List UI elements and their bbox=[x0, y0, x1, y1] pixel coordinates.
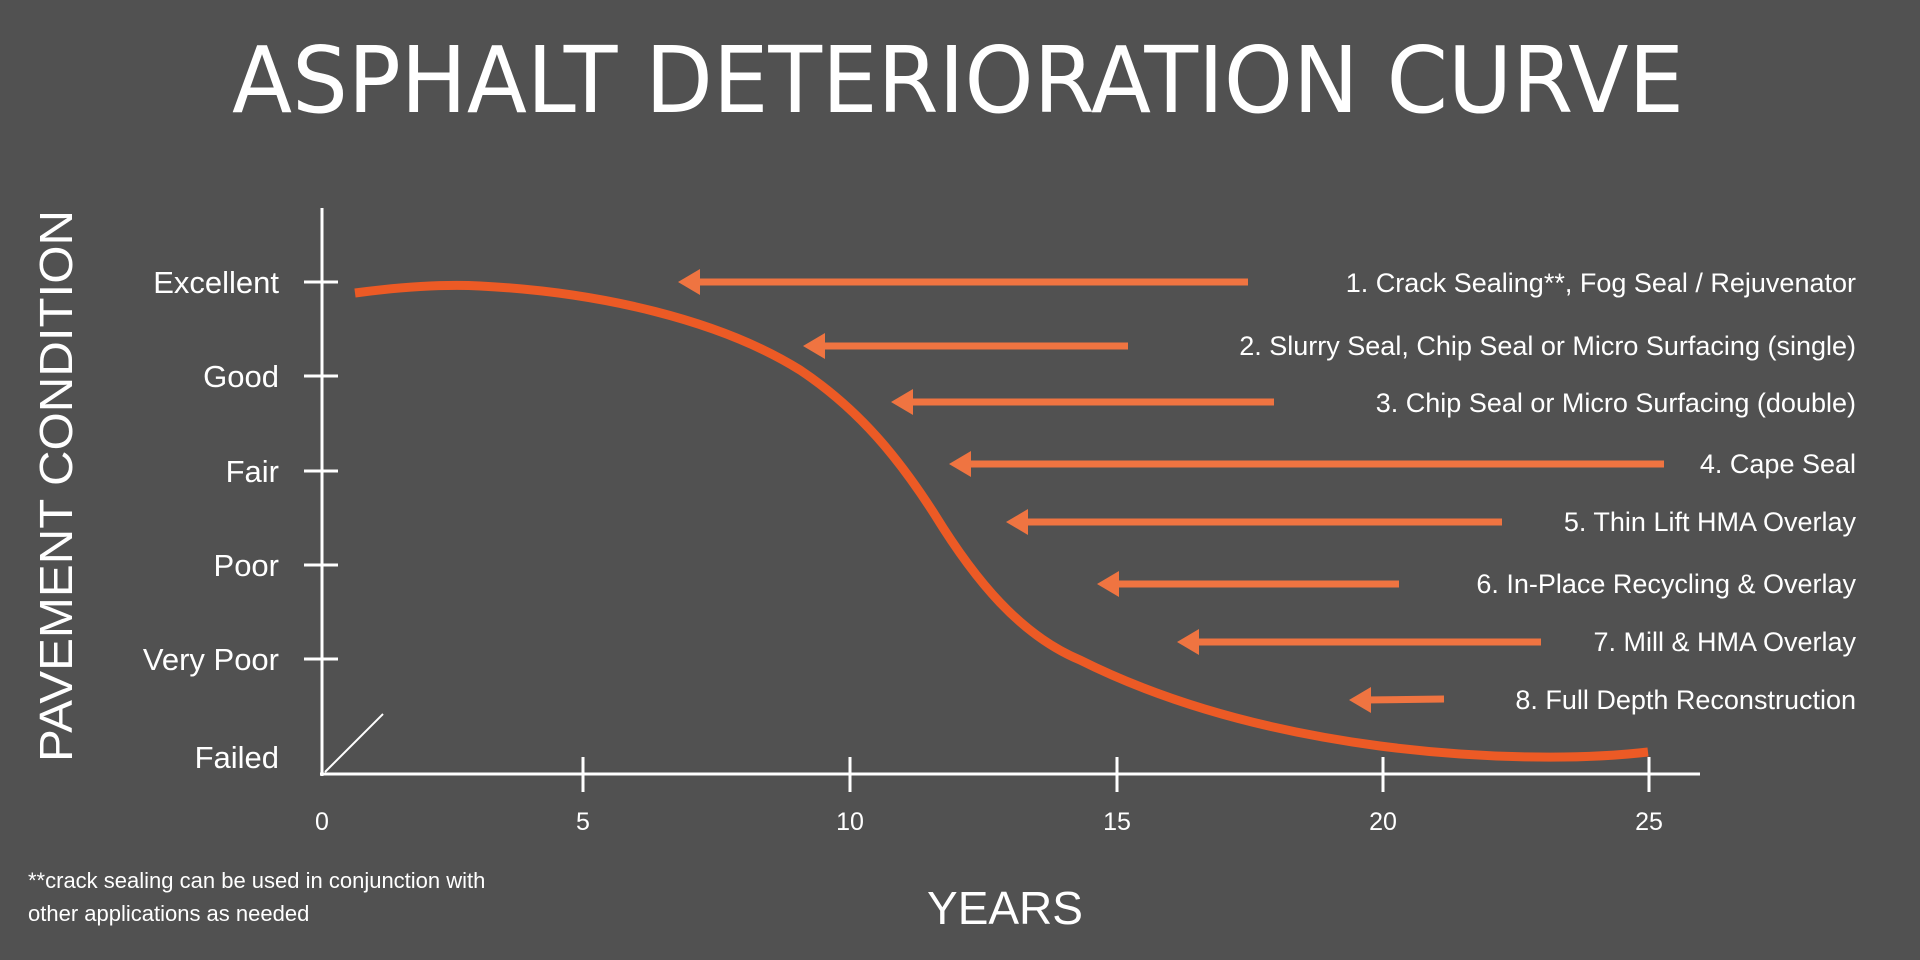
footnote-line-1: **crack sealing can be used in conjuncti… bbox=[28, 868, 485, 893]
y-label-fair: Fair bbox=[226, 454, 279, 489]
treatment-label-4: 4. Cape Seal bbox=[1700, 449, 1856, 479]
axis-break-mark bbox=[324, 713, 384, 773]
y-label-failed: Failed bbox=[195, 740, 279, 775]
treatment-arrows bbox=[678, 269, 1664, 713]
x-label-10: 10 bbox=[836, 808, 864, 836]
treatment-label-7: 7. Mill & HMA Overlay bbox=[1593, 627, 1856, 657]
x-tick-labels: 0 5 10 15 20 25 bbox=[315, 808, 1663, 836]
x-label-15: 15 bbox=[1103, 808, 1131, 836]
treatment-label-2: 2. Slurry Seal, Chip Seal or Micro Surfa… bbox=[1239, 331, 1856, 361]
treatment-label-5: 5. Thin Lift HMA Overlay bbox=[1564, 507, 1857, 537]
treatment-label-6: 6. In-Place Recycling & Overlay bbox=[1476, 569, 1856, 599]
axes bbox=[304, 208, 1700, 792]
y-label-very-poor: Very Poor bbox=[143, 642, 279, 677]
x-label-0: 0 bbox=[315, 808, 329, 836]
x-label-5: 5 bbox=[576, 808, 590, 836]
x-label-20: 20 bbox=[1369, 808, 1397, 836]
arrow-5 bbox=[1006, 509, 1502, 535]
x-label-25: 25 bbox=[1635, 808, 1663, 836]
arrow-7 bbox=[1177, 629, 1541, 655]
arrow-1 bbox=[678, 269, 1248, 295]
arrow-6 bbox=[1097, 571, 1399, 597]
arrow-3 bbox=[891, 389, 1274, 415]
chart-title: ASPHALT DETERIORATION CURVE bbox=[232, 27, 1684, 134]
deterioration-curve bbox=[354, 280, 1649, 762]
treatment-label-8: 8. Full Depth Reconstruction bbox=[1515, 685, 1856, 715]
treatment-label-3: 3. Chip Seal or Micro Surfacing (double) bbox=[1376, 388, 1856, 418]
treatment-labels: 1. Crack Sealing**, Fog Seal / Rejuvenat… bbox=[1239, 268, 1856, 715]
y-label-good: Good bbox=[203, 359, 279, 394]
treatment-label-1: 1. Crack Sealing**, Fog Seal / Rejuvenat… bbox=[1346, 268, 1856, 298]
x-axis-title: YEARS bbox=[927, 882, 1083, 934]
y-label-poor: Poor bbox=[214, 548, 279, 583]
y-tick-labels: Excellent Good Fair Poor Very Poor Faile… bbox=[143, 265, 280, 775]
footnote-line-2: other applications as needed bbox=[28, 901, 309, 926]
arrow-8 bbox=[1349, 687, 1445, 713]
arrow-2 bbox=[803, 333, 1128, 359]
arrow-4 bbox=[949, 451, 1664, 477]
y-label-excellent: Excellent bbox=[153, 265, 279, 300]
y-axis-title: PAVEMENT CONDITION bbox=[30, 210, 82, 762]
